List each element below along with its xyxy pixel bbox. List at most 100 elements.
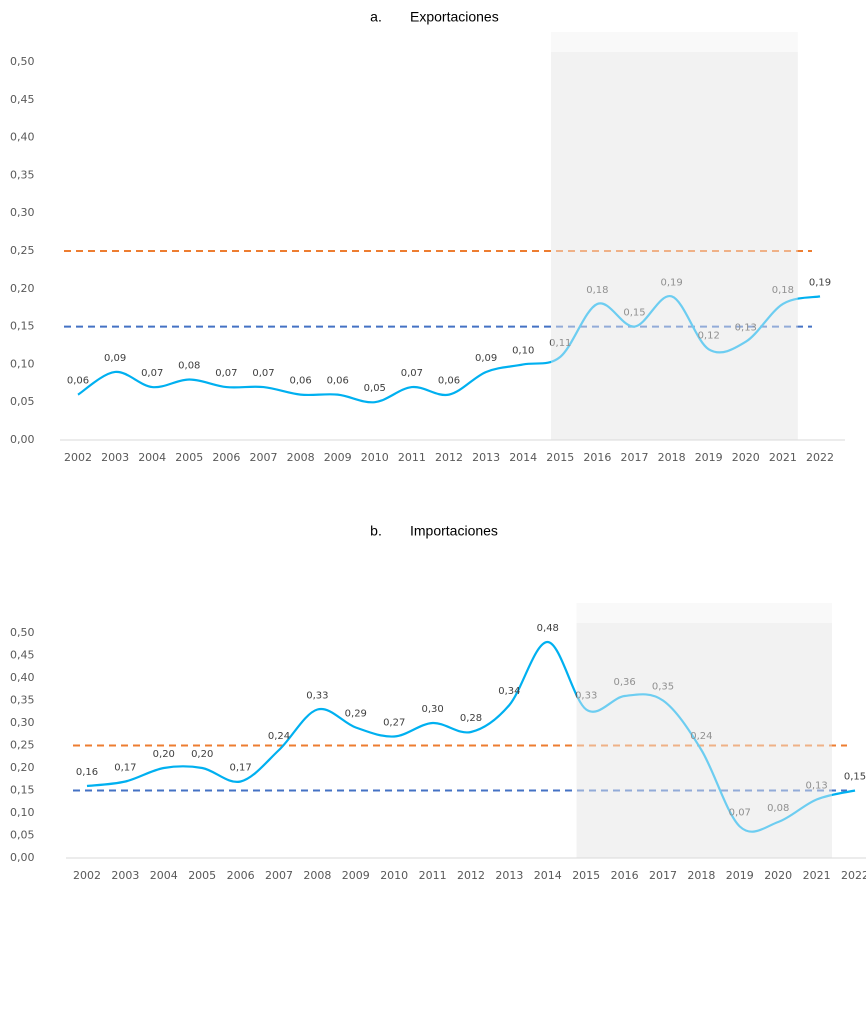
value-label: 0,20 (191, 749, 213, 760)
value-label: 0,16 (76, 767, 98, 778)
highlight-fade (576, 603, 832, 857)
x-tick-label: 2018 (658, 451, 686, 464)
x-tick-label: 2005 (188, 869, 216, 882)
x-tick-label: 2015 (546, 451, 574, 464)
x-tick-label: 2017 (649, 869, 677, 882)
value-label: 0,13 (735, 323, 757, 334)
x-tick-label: 2012 (435, 451, 463, 464)
value-label: 0,06 (289, 376, 311, 387)
x-tick-label: 2006 (212, 451, 240, 464)
value-label: 0,15 (623, 308, 645, 319)
y-tick-label: 0,45 (10, 93, 35, 106)
value-label: 0,07 (252, 368, 274, 379)
chart-title: Exportaciones (410, 9, 499, 25)
y-tick-label: 0,15 (10, 784, 35, 797)
x-tick-label: 2019 (726, 869, 754, 882)
x-tick-label: 2014 (509, 451, 537, 464)
x-tick-label: 2014 (534, 869, 562, 882)
value-label: 0,18 (586, 285, 608, 296)
x-tick-label: 2022 (806, 451, 834, 464)
value-label: 0,29 (345, 709, 367, 720)
highlight-band (551, 52, 798, 440)
value-label: 0,13 (805, 781, 827, 792)
value-label: 0,10 (512, 345, 534, 356)
value-label: 0,07 (215, 368, 237, 379)
x-tick-label: 2017 (621, 451, 649, 464)
x-tick-label: 2002 (64, 451, 92, 464)
x-tick-label: 2002 (73, 869, 101, 882)
x-tick-label: 2019 (695, 451, 723, 464)
x-tick-label: 2013 (495, 869, 523, 882)
y-tick-label: 0,50 (10, 55, 35, 68)
y-tick-label: 0,20 (10, 761, 35, 774)
value-label: 0,36 (613, 677, 635, 688)
value-label: 0,08 (178, 361, 200, 372)
series-line (86, 640, 856, 833)
x-tick-label: 2003 (101, 451, 129, 464)
value-label: 0,17 (229, 763, 251, 774)
x-tick-label: 2009 (324, 451, 352, 464)
value-label: 0,17 (114, 763, 136, 774)
chart-label: b. (370, 523, 382, 539)
y-tick-label: 0,15 (10, 320, 35, 333)
y-tick-label: 0,50 (10, 626, 35, 639)
y-tick-label: 0,25 (10, 244, 35, 257)
x-tick-label: 2016 (583, 451, 611, 464)
x-tick-label: 2004 (150, 869, 178, 882)
y-tick-label: 0,30 (10, 716, 35, 729)
y-tick-label: 0,40 (10, 671, 35, 684)
y-tick-label: 0,10 (10, 806, 35, 819)
y-tick-label: 0,05 (10, 829, 35, 842)
x-tick-label: 2012 (457, 869, 485, 882)
x-tick-label: 2016 (611, 869, 639, 882)
value-label: 0,28 (460, 713, 482, 724)
value-label: 0,18 (772, 285, 794, 296)
value-label: 0,07 (141, 368, 163, 379)
x-tick-label: 2008 (303, 869, 331, 882)
value-label: 0,11 (549, 338, 571, 349)
x-tick-label: 2015 (572, 869, 600, 882)
value-label: 0,06 (438, 376, 460, 387)
value-label: 0,05 (364, 383, 386, 394)
x-tick-label: 2011 (419, 869, 447, 882)
value-label: 0,07 (729, 808, 751, 819)
y-tick-label: 0,45 (10, 649, 35, 662)
y-tick-label: 0,10 (10, 357, 35, 370)
value-label: 0,06 (67, 376, 89, 387)
value-label: 0,33 (306, 691, 328, 702)
x-tick-label: 2013 (472, 451, 500, 464)
y-tick-label: 0,20 (10, 282, 35, 295)
x-tick-label: 2005 (175, 451, 203, 464)
y-tick-label: 0,35 (10, 694, 35, 707)
y-tick-label: 0,30 (10, 206, 35, 219)
x-tick-label: 2021 (803, 869, 831, 882)
series-line (77, 295, 821, 404)
value-label: 0,30 (421, 704, 443, 715)
x-tick-label: 2009 (342, 869, 370, 882)
value-label: 0,24 (690, 731, 712, 742)
highlight-fade (551, 32, 798, 439)
y-tick-label: 0,00 (10, 433, 35, 446)
value-label: 0,09 (475, 353, 497, 364)
x-tick-label: 2010 (361, 451, 389, 464)
x-tick-label: 2007 (250, 451, 278, 464)
x-tick-label: 2010 (380, 869, 408, 882)
x-tick-label: 2011 (398, 451, 426, 464)
y-tick-label: 0,35 (10, 168, 35, 181)
y-tick-label: 0,05 (10, 395, 35, 408)
x-tick-label: 2006 (227, 869, 255, 882)
x-tick-label: 2018 (687, 869, 715, 882)
value-label: 0,19 (660, 277, 682, 288)
value-label: 0,19 (809, 277, 831, 288)
x-tick-label: 2007 (265, 869, 293, 882)
value-label: 0,24 (268, 731, 290, 742)
value-label: 0,07 (401, 368, 423, 379)
chart-label: a. (370, 9, 382, 25)
value-label: 0,33 (575, 691, 597, 702)
value-label: 0,09 (104, 353, 126, 364)
value-label: 0,12 (698, 330, 720, 341)
value-label: 0,15 (844, 772, 866, 783)
x-tick-label: 2022 (841, 869, 866, 882)
x-tick-label: 2004 (138, 451, 166, 464)
